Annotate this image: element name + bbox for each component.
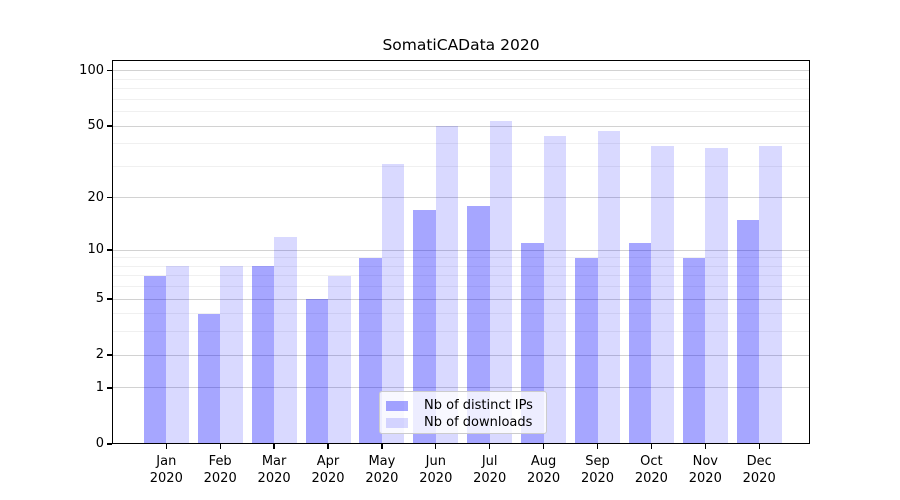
bar-downloads-aug [543, 136, 567, 444]
y-tick-label-1: 1 [95, 379, 104, 395]
legend-item-downloads: Nb of downloads [386, 414, 546, 431]
gridline-minor-30 [112, 165, 810, 167]
x-tick-nov [704, 444, 706, 449]
y-tick-label-50: 50 [87, 118, 104, 134]
bar-downloads-sep [597, 131, 620, 444]
x-tick-label-sep: Sep 2020 [580, 454, 615, 486]
legend-label-downloads: Nb of downloads [424, 415, 533, 430]
gridline-minor-7 [112, 275, 810, 277]
x-tick-label-dec: Dec 2020 [742, 454, 776, 486]
y-tick-0 [107, 443, 112, 445]
chart-title: SomatiCAData 2020 [382, 36, 540, 54]
bar-downloads-may [381, 163, 405, 444]
gridline-major-50 [112, 125, 810, 127]
bar-downloads-jul [489, 121, 513, 444]
gridline-minor-4 [112, 313, 810, 315]
x-tick-label-jan: Jan 2020 [149, 454, 183, 486]
gridline-major-5 [112, 298, 810, 300]
gridline-minor-70 [112, 98, 810, 100]
legend-item-distinct-ips: Nb of distinct IPs [386, 397, 546, 414]
gridline-minor-80 [112, 88, 810, 90]
bar-distinct-ips-oct [628, 243, 652, 444]
x-tick-label-jul: Jul 2020 [473, 454, 507, 486]
bar-distinct-ips-jan [143, 275, 167, 444]
gridline-minor-90 [112, 78, 810, 80]
x-tick-mar [273, 444, 275, 449]
x-tick-jan [165, 444, 167, 449]
gridline-minor-6 [112, 286, 810, 288]
y-tick-label-5: 5 [95, 291, 104, 307]
bar-downloads-feb [220, 266, 243, 444]
gridline-major-2 [112, 354, 810, 356]
legend-label-distinct-ips: Nb of distinct IPs [424, 398, 533, 413]
bar-downloads-dec [759, 145, 782, 444]
gridline-minor-3 [112, 331, 810, 333]
x-tick-label-may: May 2020 [365, 454, 399, 486]
bar-downloads-nov [705, 147, 728, 444]
bar-distinct-ips-nov [682, 257, 706, 444]
bar-downloads-jun [435, 126, 459, 444]
x-tick-label-apr: Apr 2020 [311, 454, 345, 486]
x-tick-aug [542, 444, 545, 449]
x-tick-label-aug: Aug 2020 [527, 454, 561, 486]
x-tick-feb [219, 444, 221, 449]
x-tick-label-jun: Jun 2020 [419, 454, 453, 486]
bar-distinct-ips-jul [467, 205, 490, 444]
gridline-major-1 [112, 387, 810, 389]
bar-distinct-ips-jun [413, 210, 436, 444]
y-tick-10 [107, 249, 112, 251]
legend-box: Nb of distinct IPs Nb of downloads [379, 391, 547, 434]
bar-distinct-ips-may [359, 257, 382, 444]
legend-swatch-distinct-ips [386, 400, 408, 411]
x-tick-label-nov: Nov 2020 [688, 454, 722, 486]
y-tick-2 [107, 354, 112, 356]
x-tick-dec [758, 444, 760, 449]
y-tick-label-20: 20 [87, 189, 104, 205]
bar-distinct-ips-mar [251, 266, 275, 444]
y-tick-label-100: 100 [79, 62, 104, 78]
gridline-minor-9 [112, 257, 810, 259]
gridline-minor-60 [112, 111, 810, 113]
bar-downloads-oct [651, 145, 674, 444]
x-tick-label-feb: Feb 2020 [203, 454, 237, 486]
x-tick-jun [435, 444, 437, 449]
gridline-major-100 [112, 70, 810, 72]
gridline-minor-40 [112, 143, 810, 145]
x-tick-label-mar: Mar 2020 [257, 454, 291, 486]
y-tick-label-2: 2 [95, 347, 104, 363]
y-tick-100 [107, 70, 112, 72]
y-tick-5 [107, 298, 112, 300]
bar-distinct-ips-apr [305, 299, 328, 444]
bar-distinct-ips-feb [197, 313, 221, 444]
x-tick-jul [489, 444, 491, 449]
x-tick-may [381, 444, 383, 449]
gridline-minor-8 [112, 265, 810, 267]
y-tick-20 [107, 197, 112, 199]
plot-area: Nb of distinct IPs Nb of downloads [112, 60, 810, 444]
bar-distinct-ips-sep [575, 257, 598, 444]
gridline-major-20 [112, 197, 810, 199]
y-tick-1 [107, 387, 112, 389]
legend-swatch-downloads [386, 417, 408, 428]
x-tick-label-oct: Oct 2020 [634, 454, 668, 486]
x-tick-oct [650, 444, 653, 449]
y-tick-label-10: 10 [87, 242, 104, 258]
x-tick-sep [596, 444, 599, 449]
bar-distinct-ips-dec [736, 219, 760, 444]
gridline-major-10 [112, 249, 810, 251]
y-tick-50 [107, 125, 112, 127]
bar-downloads-mar [274, 236, 297, 444]
x-tick-apr [327, 444, 329, 449]
bar-downloads-apr [328, 275, 351, 444]
y-tick-label-0: 0 [95, 436, 104, 451]
bar-downloads-jan [166, 266, 189, 444]
